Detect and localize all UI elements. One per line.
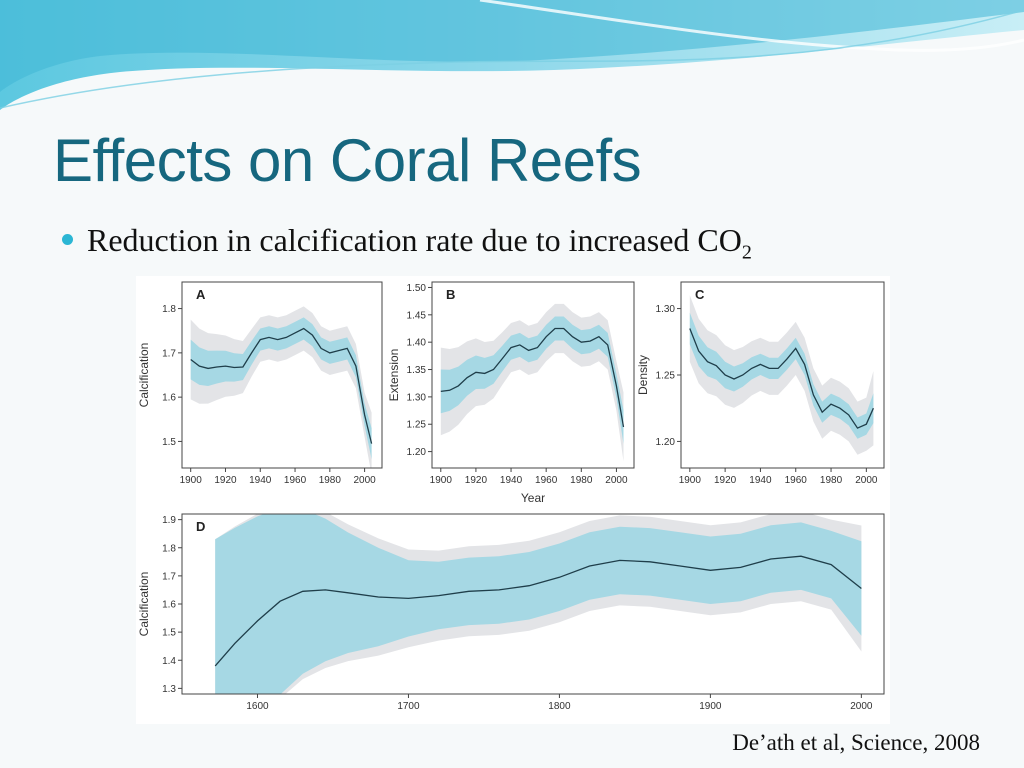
x-tick-label: 1960 <box>284 475 307 486</box>
calcification-figure: A 1900 1920 1940 1960 1980 2000 1.5 1.6 1.7 1.8 Cal… <box>136 276 890 724</box>
y-tick-label: 1.8 <box>162 304 176 315</box>
bullet-subscript: 2 <box>741 241 752 264</box>
x-tick-label: 1980 <box>820 475 843 486</box>
x-tick-label: 1900 <box>679 475 702 486</box>
panel-label-c: C <box>695 287 705 302</box>
y-tick-label: 1.35 <box>407 365 427 376</box>
chart-panel-a: A 1900 1920 1940 1960 1980 2000 1.5 1.6 1.7 1.8 Cal… <box>137 281 383 486</box>
y-tick-label: 1.50 <box>407 283 427 294</box>
x-tick-label: 1940 <box>500 475 523 486</box>
y-tick-label: 1.20 <box>407 447 427 458</box>
y-axis-label-d: Calcification <box>137 572 151 637</box>
x-tick-label: 1940 <box>249 475 272 486</box>
y-tick-label: 1.20 <box>656 437 676 448</box>
series-line-b <box>440 327 625 428</box>
y-axis-label-b: Extension <box>387 349 401 402</box>
x-tick-label: 1980 <box>570 475 593 486</box>
x-tick-label: 1920 <box>714 475 737 486</box>
y-tick-label: 1.40 <box>407 338 427 349</box>
y-tick-label: 1.8 <box>162 543 176 554</box>
figure-svg: A 1900 1920 1940 1960 1980 2000 1.5 1.6 1.7 1.8 Cal… <box>137 281 885 712</box>
y-tick-label: 1.9 <box>162 515 176 526</box>
slide-title: Effects on Coral Reefs <box>53 127 642 194</box>
y-tick-label: 1.5 <box>162 628 176 639</box>
x-tick-label: 2000 <box>605 475 628 486</box>
citation: De’ath et al, Science, 2008 <box>732 730 980 755</box>
chart-panel-b: B 1900 1920 1940 1960 1980 2000 1.20 1.25 1.30 1.3… <box>387 281 635 505</box>
plot-frame-b <box>431 281 635 469</box>
y-axis-label-c: Density <box>636 355 650 395</box>
bullet-item: Reduction in calcification rate due to i… <box>62 222 752 264</box>
x-tick-label: 1800 <box>548 701 571 712</box>
y-tick-label: 1.6 <box>162 393 176 404</box>
x-tick-label: 1920 <box>465 475 488 486</box>
y-axis-label-a: Calcification <box>137 343 151 408</box>
x-tick-label: 1900 <box>430 475 453 486</box>
y-tick-label: 1.7 <box>162 571 176 582</box>
ci-inner-band-a <box>190 317 372 460</box>
series-line-d <box>214 555 862 667</box>
x-tick-label: 1900 <box>180 475 203 486</box>
x-tick-label: 2000 <box>850 701 873 712</box>
chart-panel-c: C 1900 1920 1940 1960 1980 2000 1.20 1.25 1.30 Den… <box>636 281 885 486</box>
x-tick-label: 2000 <box>855 475 878 486</box>
bullet-text: Reduction in calcification rate due to i… <box>87 222 742 258</box>
y-tick-label: 1.45 <box>407 310 427 321</box>
x-tick-label: 1960 <box>535 475 558 486</box>
ci-inner-band-b <box>440 316 624 444</box>
x-tick-label: 1960 <box>785 475 808 486</box>
x-axis-label-b: Year <box>521 491 545 505</box>
header-wave-banner <box>0 0 1024 110</box>
y-tick-label: 1.5 <box>162 437 176 448</box>
x-tick-label: 1600 <box>246 701 269 712</box>
panel-label-b: B <box>446 287 455 302</box>
y-tick-label: 1.25 <box>656 371 676 382</box>
y-tick-label: 1.4 <box>162 656 176 667</box>
y-tick-label: 1.6 <box>162 600 176 611</box>
x-tick-label: 1920 <box>214 475 237 486</box>
x-tick-label: 1980 <box>319 475 342 486</box>
x-tick-label: 1700 <box>397 701 420 712</box>
chart-panel-d: D 1600 1700 1800 1900 2000 1.3 1.4 1.5 1.6 1.7 1.8 1… <box>137 513 885 712</box>
ci-inner-band-d <box>215 514 862 694</box>
y-tick-label: 1.25 <box>407 420 427 431</box>
series-line-c <box>689 328 874 429</box>
series-line-a <box>190 327 373 444</box>
panel-label-a: A <box>196 287 206 302</box>
panel-label-d: D <box>196 519 205 534</box>
y-tick-label: 1.3 <box>162 684 176 695</box>
y-tick-label: 1.30 <box>656 304 676 315</box>
x-tick-label: 1940 <box>749 475 772 486</box>
y-tick-label: 1.30 <box>407 392 427 403</box>
x-tick-label: 2000 <box>353 475 376 486</box>
x-tick-label: 1900 <box>699 701 722 712</box>
bullet-dot-icon <box>62 234 73 246</box>
y-tick-label: 1.7 <box>162 348 176 359</box>
plot-frame-a <box>181 281 383 469</box>
